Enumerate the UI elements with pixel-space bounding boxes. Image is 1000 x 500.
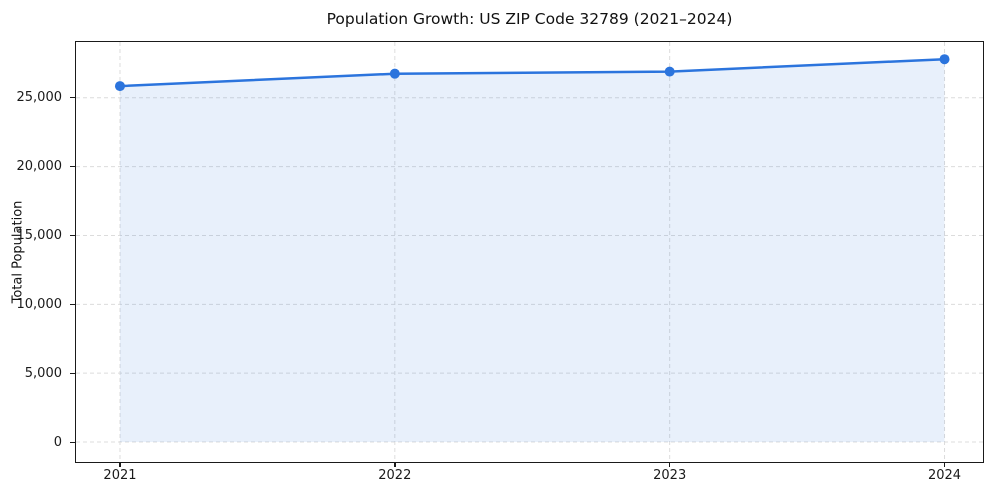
x-tick-label-2024: 2024 [927, 468, 962, 483]
x-tick-mark-2022 [394, 462, 396, 467]
y-tick-mark-25000 [70, 97, 75, 99]
y-tick-label-25000: 25,000 [16, 90, 63, 106]
y-tick-mark-10000 [70, 303, 75, 305]
y-tick-label-15000: 15,000 [16, 227, 63, 243]
y-axis-label: Total Population [10, 200, 26, 304]
y-tick-label-5000: 5,000 [24, 365, 62, 381]
x-tick-label-2021: 2021 [103, 468, 137, 483]
y-tick-label-10000: 10,000 [16, 296, 63, 312]
data-point-2021 [114, 81, 125, 92]
y-tick-mark-0 [70, 441, 75, 443]
x-tick-label-2022: 2022 [378, 468, 412, 483]
area-fill [120, 59, 945, 442]
data-point-2024 [939, 54, 950, 65]
population-area-chart [76, 42, 983, 462]
data-point-2023 [664, 66, 675, 77]
y-tick-mark-5000 [70, 372, 75, 374]
x-tick-label-2023: 2023 [653, 468, 687, 483]
chart-title: Population Growth: US ZIP Code 32789 (20… [326, 10, 733, 28]
y-tick-label-0: 0 [53, 434, 62, 450]
x-tick-mark-2023 [669, 462, 671, 467]
trend-line [118, 57, 946, 88]
plot-area [75, 41, 984, 463]
y-tick-mark-15000 [70, 234, 75, 237]
data-point-2022 [389, 68, 400, 79]
x-tick-mark-2024 [944, 462, 946, 467]
y-tick-mark-20000 [70, 166, 75, 168]
x-tick-mark-2021 [119, 462, 121, 467]
y-tick-label-20000: 20,000 [16, 159, 63, 175]
